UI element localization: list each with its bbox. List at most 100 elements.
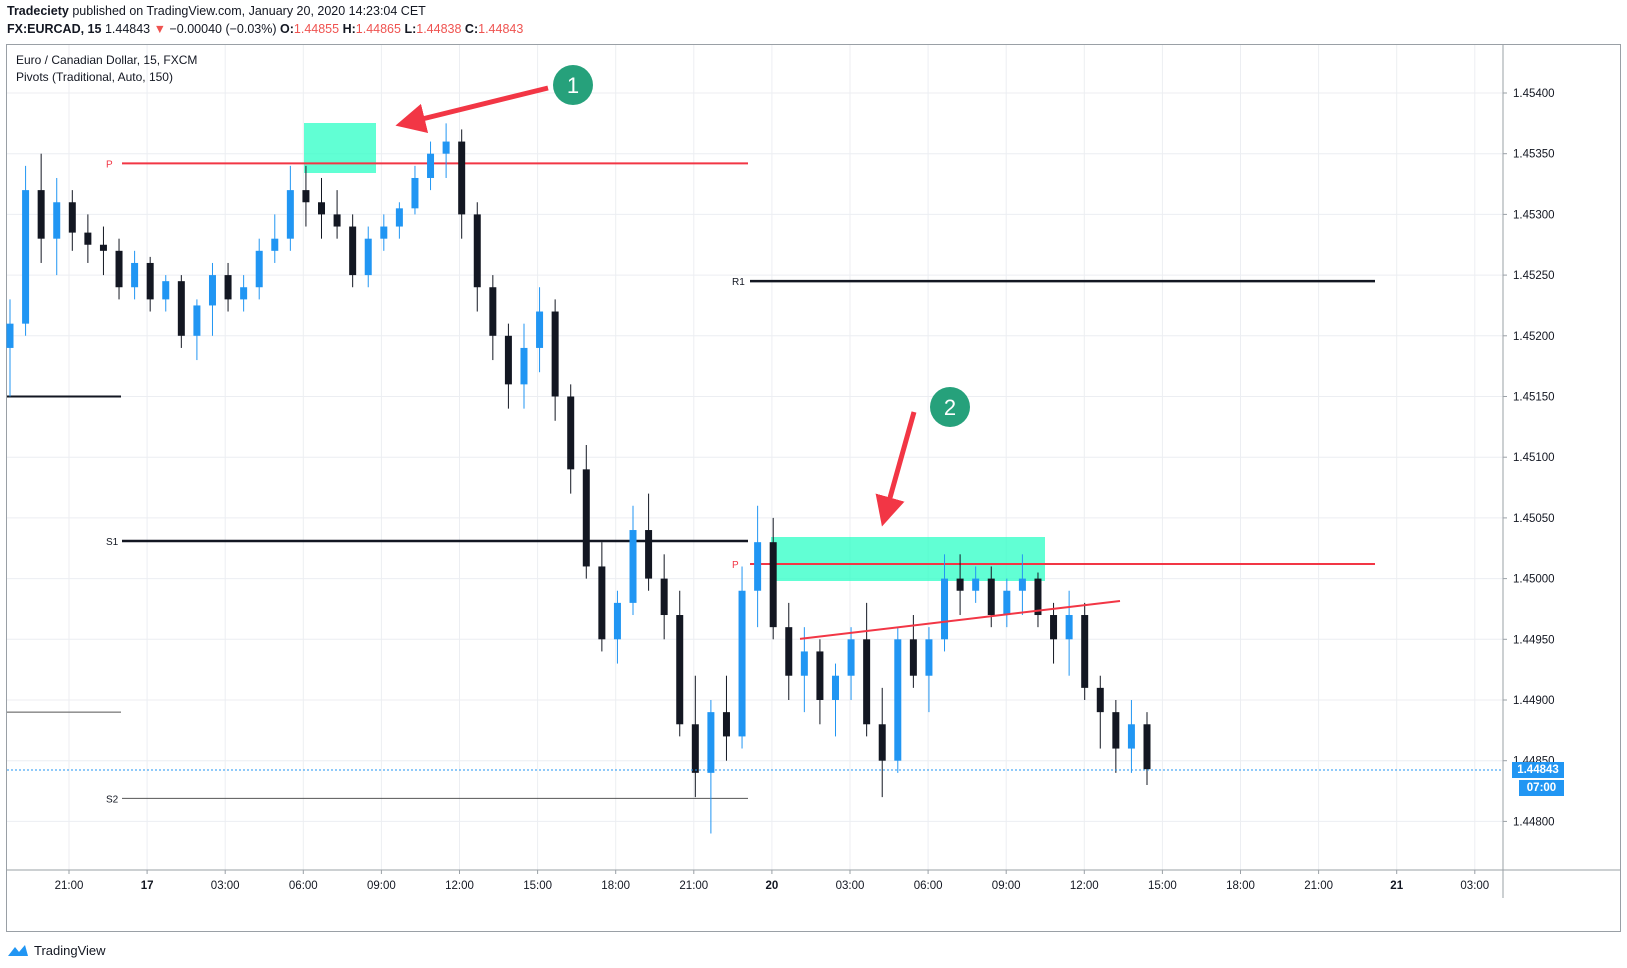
candle-body-up <box>255 250 263 288</box>
time-tick-label: 03:00 <box>211 880 240 892</box>
candle-body-up <box>208 275 216 306</box>
candle-body-up <box>1127 724 1135 749</box>
candle-body-up <box>831 675 839 700</box>
candle-body-up <box>941 578 949 640</box>
candle-body-down <box>691 724 699 773</box>
candle-body-down <box>1034 578 1042 616</box>
price-change: −0.00040 (−0.03%) <box>169 22 277 36</box>
marker-2-circle <box>930 387 970 427</box>
author-name[interactable]: Tradeciety <box>7 4 69 18</box>
candle-body-up <box>22 190 30 324</box>
pivot-p-label: P <box>106 159 113 170</box>
candle-body-down <box>1096 687 1104 713</box>
time-tick-label: 15:00 <box>1148 880 1177 892</box>
series-title[interactable]: Euro / Canadian Dollar, 15, FXCM <box>16 53 198 67</box>
candle-body-down <box>909 639 917 676</box>
candle-body-down <box>567 396 575 470</box>
publish-text: published on TradingView.com, January 20… <box>72 4 426 18</box>
chart-header: Tradeciety published on TradingView.com,… <box>0 0 1627 44</box>
candle-body-up <box>53 202 61 239</box>
price-tick-label: 1.45000 <box>1513 574 1555 586</box>
candle-body-down <box>318 202 326 215</box>
time-tick-label: 20 <box>766 880 779 892</box>
candle-body-up <box>707 712 715 773</box>
time-tick-label: 21:00 <box>1304 880 1333 892</box>
candle-body-down <box>987 578 995 616</box>
price-tick-label: 1.45250 <box>1513 270 1555 282</box>
price-tick-label: 1.45400 <box>1513 88 1555 100</box>
candle-body-up <box>271 238 279 251</box>
time-tick-label: 06:00 <box>914 880 943 892</box>
candle-body-up <box>925 639 933 676</box>
candle-body-up <box>613 602 621 640</box>
candle-body-down <box>115 250 123 288</box>
candle-body-up <box>972 578 980 591</box>
candle-body-down <box>645 530 653 579</box>
symbol-label[interactable]: FX:EURCAD, 15 <box>7 22 102 36</box>
marker-1-label: 1 <box>567 73 579 98</box>
candle-body-up <box>427 153 435 178</box>
candle-body-down <box>863 639 871 725</box>
candle-body-down <box>224 275 232 300</box>
price-tick-label: 1.45100 <box>1513 452 1555 464</box>
candle-body-down <box>333 214 341 227</box>
candle-body-up <box>1065 615 1073 640</box>
candle-body-down <box>177 281 185 336</box>
marker-2-label: 2 <box>944 395 956 420</box>
candle-body-up <box>380 226 388 239</box>
time-tick-label: 06:00 <box>289 880 318 892</box>
candle-body-up <box>442 141 450 154</box>
price-tick-label: 1.44800 <box>1513 816 1555 828</box>
candle-body-down <box>458 141 466 215</box>
candle-body-down <box>37 190 45 239</box>
price-tick-label: 1.45150 <box>1513 392 1555 404</box>
candle-body-up <box>536 311 544 348</box>
price-tick-label: 1.44900 <box>1513 695 1555 707</box>
close-label: C: <box>464 22 479 36</box>
candle-body-down <box>146 262 154 300</box>
candle-body-down <box>1143 724 1151 770</box>
candle-body-up <box>894 639 902 761</box>
open-label: O: <box>280 22 294 36</box>
price-tick-label: 1.45300 <box>1513 209 1555 221</box>
candle-body-up <box>6 323 14 348</box>
candle-body-down <box>785 627 793 676</box>
highlight-box-2 <box>771 537 1045 581</box>
indicator-legend[interactable]: Pivots (Traditional, Auto, 150) <box>16 70 173 84</box>
low-value: 1.44838 <box>416 22 462 36</box>
pivot-s2-label: S2 <box>106 794 119 805</box>
candle-body-down <box>1081 615 1089 688</box>
last-price-tag: 1.44843 <box>1512 762 1564 778</box>
highlight-box-1 <box>304 123 376 173</box>
time-tick-label: 15:00 <box>523 880 552 892</box>
open-value: 1.44855 <box>293 22 340 36</box>
time-tick-label: 18:00 <box>1226 880 1255 892</box>
candle-body-down <box>68 202 76 233</box>
candle-body-down <box>816 651 824 700</box>
candle-body-up <box>364 238 372 276</box>
time-tick-label: 09:00 <box>992 880 1021 892</box>
candle-body-up <box>629 530 637 603</box>
candle-body-down <box>349 226 357 276</box>
down-triangle-icon: ▼ <box>153 22 166 36</box>
tradingview-footer[interactable]: TradingView <box>7 938 106 962</box>
candle-body-down <box>956 578 964 591</box>
pivot-s1-label: S1 <box>106 537 119 548</box>
time-tick-label: 18:00 <box>601 880 630 892</box>
chart-frame[interactable] <box>6 44 1621 932</box>
candle-body-down <box>1112 712 1120 749</box>
candle-body-down <box>99 244 107 251</box>
candle-body-up <box>520 347 528 385</box>
high-value: 1.44865 <box>355 22 401 36</box>
marker-1-circle <box>553 65 593 105</box>
time-tick-label: 21:00 <box>679 880 708 892</box>
candle-body-up <box>800 651 808 676</box>
last-price: 1.44843 <box>104 22 151 36</box>
candle-body-down <box>676 615 684 725</box>
candle-body-up <box>240 287 248 300</box>
candle-body-down <box>504 335 512 385</box>
candle-body-down <box>489 287 497 336</box>
candle-body-down <box>598 566 606 640</box>
annotation-arrow-2 <box>875 411 917 527</box>
